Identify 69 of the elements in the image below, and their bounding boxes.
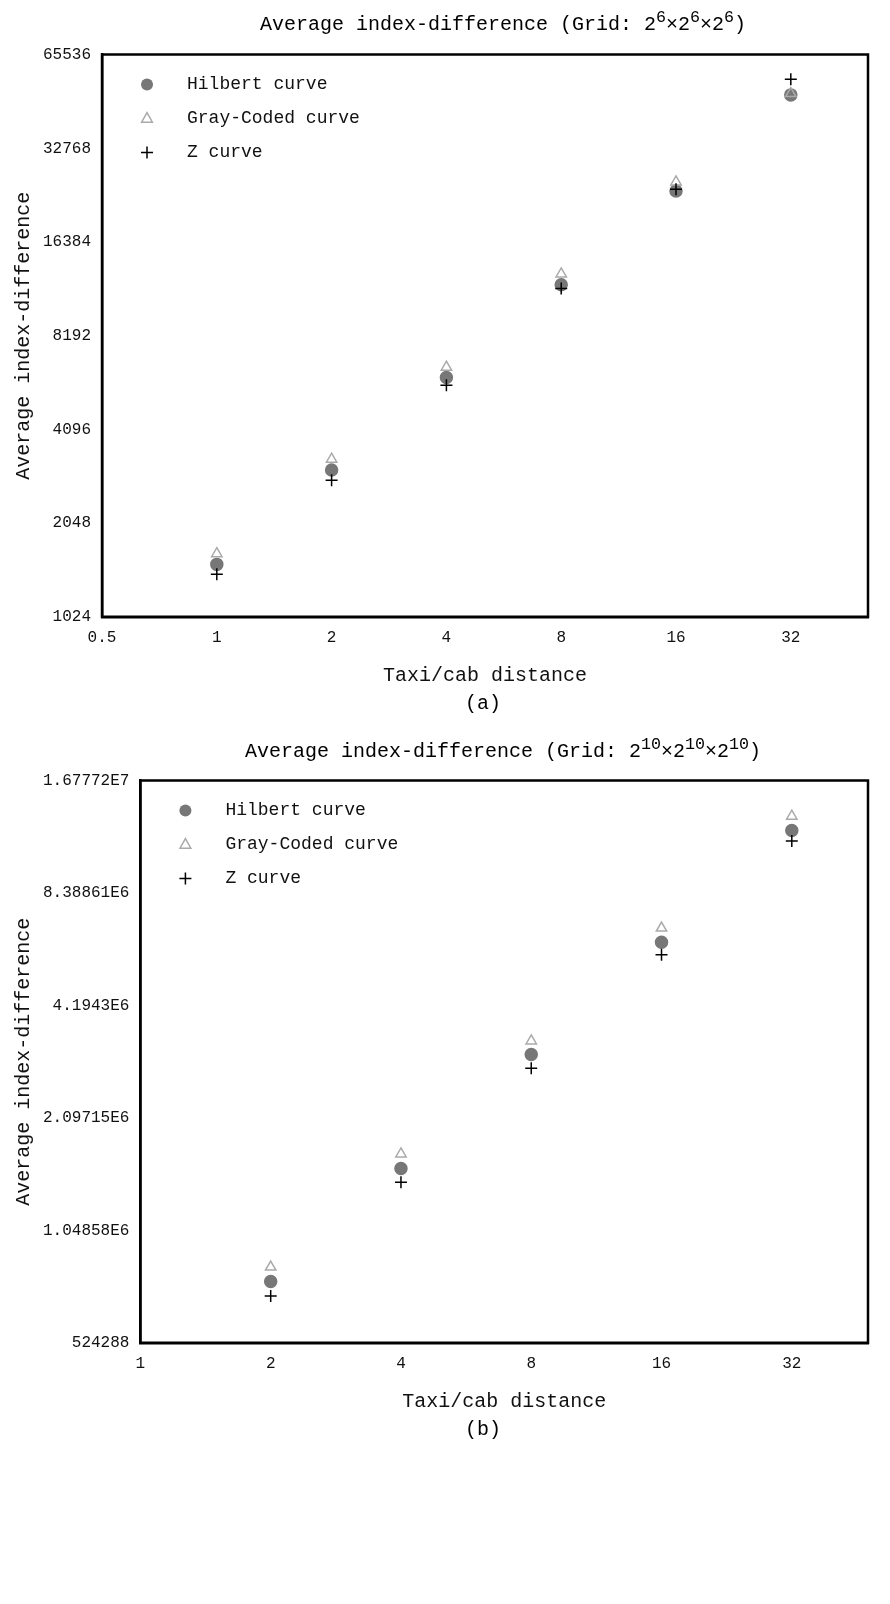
point xyxy=(263,1289,278,1303)
y-tick-label: 4.1943E6 xyxy=(52,997,130,1016)
point xyxy=(394,1162,408,1176)
y-tick-label: 32768 xyxy=(42,139,92,158)
text: (a) xyxy=(464,691,502,715)
y-tick-label: 2.09715E6 xyxy=(42,1109,130,1128)
point xyxy=(524,1061,538,1076)
point xyxy=(395,1147,407,1158)
text: (b) xyxy=(464,1418,502,1442)
point xyxy=(210,567,224,581)
y-tick-label: 16384 xyxy=(42,232,92,251)
y-tick-label: 524288 xyxy=(71,1334,130,1353)
x-tick-label: 2 xyxy=(326,628,337,647)
point xyxy=(654,948,669,962)
point xyxy=(784,86,797,97)
point xyxy=(785,809,798,821)
point xyxy=(210,557,224,571)
x-tick-label: 0.5 xyxy=(87,628,117,647)
y-tick-label: 1024 xyxy=(52,607,92,626)
point xyxy=(785,834,799,848)
point xyxy=(324,462,339,477)
x-tick-label: 32 xyxy=(781,628,801,647)
y-tick-label: 8192 xyxy=(52,326,92,345)
chart-title: Average index-difference (Grid: 2$^{6}$×2$^{6}$×2$^{6}$) xyxy=(258,8,748,36)
legend-label: Hilbert curve xyxy=(225,800,366,821)
chart-title: Average index-difference (Grid: 2$^{10}$×2$^{10}$×2$^{10}$) xyxy=(243,734,763,763)
x-tick-label: 2 xyxy=(265,1354,276,1373)
y-tick-label: 1.67772E7 xyxy=(42,772,130,791)
point xyxy=(440,360,453,371)
x-tick-label: 1 xyxy=(212,628,222,647)
x-tick-label: 4 xyxy=(441,628,452,647)
legend-label: Hilbert curve xyxy=(187,74,328,95)
x-tick-label: 8 xyxy=(526,1354,537,1373)
y-tick-label: 65536 xyxy=(42,45,92,64)
legend-label: Z curve xyxy=(187,142,263,163)
x-tick-label: 16 xyxy=(651,1354,672,1373)
legend-label: Z curve xyxy=(225,868,302,889)
point xyxy=(670,174,682,186)
point xyxy=(525,1034,538,1046)
point xyxy=(439,370,454,384)
point xyxy=(785,823,799,838)
point xyxy=(394,1175,408,1190)
point xyxy=(210,546,223,558)
y-axis-title: Average index-difference xyxy=(12,191,36,480)
x-tick-label: 32 xyxy=(782,1354,802,1373)
point xyxy=(555,266,568,278)
point xyxy=(263,1275,278,1289)
point xyxy=(324,473,339,487)
y-tick-label: 2048 xyxy=(52,513,92,532)
point xyxy=(524,1048,538,1062)
legend-label: Gray-Coded curve xyxy=(225,834,399,855)
x-axis-title: Taxi/cab distance xyxy=(382,663,588,687)
x-tick-label: 1 xyxy=(135,1354,146,1373)
point xyxy=(439,378,454,392)
x-tick-label: 16 xyxy=(666,628,686,647)
legend-label: Gray-Coded curve xyxy=(187,108,360,129)
point xyxy=(784,72,798,86)
point xyxy=(655,921,668,933)
x-axis-title: Taxi/cab distance xyxy=(402,1390,607,1414)
point xyxy=(554,281,568,295)
y-axis-title: Average index-difference xyxy=(12,917,36,1207)
x-tick-label: 4 xyxy=(396,1354,406,1373)
y-tick-label: 4096 xyxy=(52,420,92,439)
y-tick-label: 8.38861E6 xyxy=(42,884,130,903)
point xyxy=(264,1260,277,1272)
x-tick-label: 8 xyxy=(556,628,567,647)
point xyxy=(654,935,669,950)
y-tick-label: 1.04858E6 xyxy=(42,1221,130,1240)
point xyxy=(325,452,338,463)
